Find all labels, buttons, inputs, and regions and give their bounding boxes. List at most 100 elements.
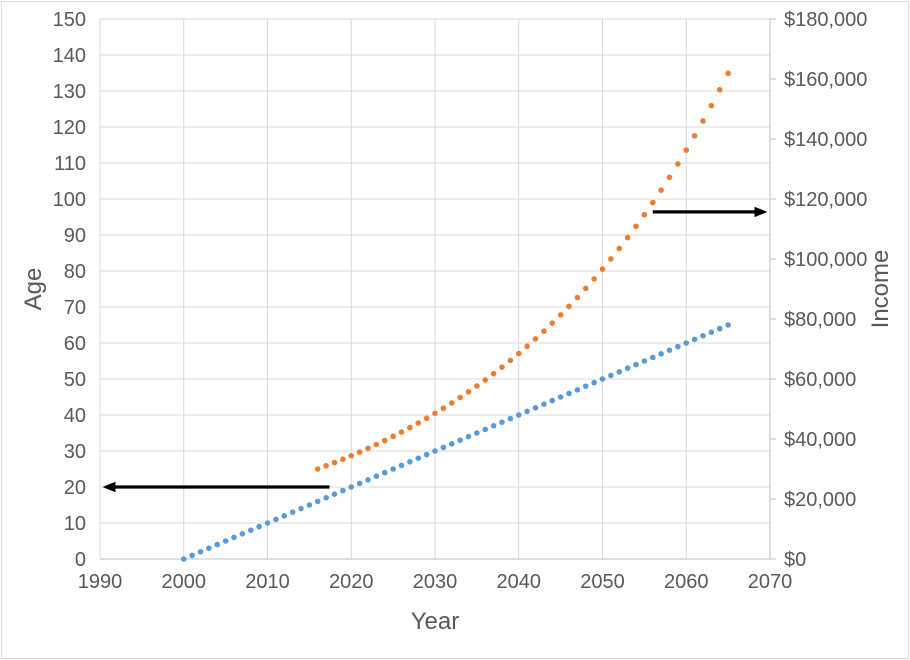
age-data-point bbox=[541, 401, 547, 408]
data-series bbox=[180, 70, 731, 562]
right-axis-tick-label: $40,000 bbox=[784, 429, 856, 451]
age-data-point bbox=[314, 498, 321, 505]
x-axis-tick-label: 2040 bbox=[497, 571, 542, 593]
age-data-point bbox=[641, 358, 648, 364]
age-data-point bbox=[499, 419, 505, 426]
x-axis-tick-label: 2060 bbox=[664, 571, 709, 593]
age-data-point bbox=[440, 444, 447, 451]
right-axis-tick-label: $80,000 bbox=[784, 309, 856, 331]
age-data-point bbox=[700, 333, 706, 339]
income-data-point bbox=[432, 410, 438, 417]
age-data-point bbox=[716, 325, 723, 332]
income-data-point bbox=[457, 394, 463, 401]
right-axis-tick-label: $0 bbox=[784, 549, 806, 571]
age-data-point bbox=[649, 354, 656, 361]
age-data-point bbox=[490, 423, 497, 429]
income-data-point bbox=[641, 211, 648, 218]
age-data-point bbox=[398, 462, 405, 469]
age-data-point bbox=[222, 538, 229, 544]
axis-lines bbox=[100, 18, 776, 560]
income-data-point bbox=[624, 234, 631, 241]
age-data-point bbox=[582, 383, 589, 390]
income-data-point bbox=[557, 312, 564, 318]
age-data-point bbox=[633, 361, 639, 368]
age-data-point bbox=[331, 491, 338, 498]
age-data-point bbox=[214, 541, 221, 548]
income-data-point bbox=[440, 405, 447, 412]
income-data-point bbox=[373, 441, 380, 448]
income-data-point bbox=[649, 199, 656, 206]
age-data-point bbox=[423, 451, 430, 458]
age-data-point bbox=[323, 495, 329, 501]
age-data-point bbox=[658, 351, 664, 357]
age-data-point bbox=[381, 469, 388, 476]
x-axis-tick-label: 2070 bbox=[748, 571, 793, 593]
age-data-point bbox=[407, 459, 413, 465]
annotation-arrows bbox=[102, 206, 768, 493]
income-data-point bbox=[482, 377, 489, 383]
arrowhead bbox=[102, 481, 116, 493]
series-age bbox=[180, 322, 731, 562]
left-axis-tick-label: 120 bbox=[53, 117, 86, 139]
age-data-point bbox=[206, 545, 212, 551]
left-axis-tick-label: 110 bbox=[54, 153, 86, 175]
income-data-point bbox=[541, 328, 547, 334]
income-data-point bbox=[340, 456, 346, 463]
income-data-point bbox=[356, 449, 363, 455]
age-data-point bbox=[256, 523, 262, 530]
left-axis-tick-label: 50 bbox=[64, 369, 86, 391]
age-data-point bbox=[666, 347, 673, 354]
left-axis-tick-label: 30 bbox=[64, 441, 86, 463]
income-data-point bbox=[633, 223, 639, 230]
income-data-point bbox=[348, 452, 355, 459]
income-data-point bbox=[490, 370, 497, 377]
right-axis-tick-label: $120,000 bbox=[784, 189, 867, 211]
income-data-point bbox=[532, 336, 539, 342]
income-data-point bbox=[323, 463, 329, 469]
age-data-point bbox=[457, 437, 463, 444]
left-axis-tick-label: 150 bbox=[53, 9, 86, 31]
income-data-point bbox=[331, 459, 338, 466]
age-data-point bbox=[264, 520, 271, 526]
income-data-point bbox=[398, 429, 405, 435]
age-data-point bbox=[616, 369, 623, 375]
series-income bbox=[314, 70, 731, 472]
age-data-point bbox=[373, 473, 380, 480]
left-axis-tick-label: 20 bbox=[64, 477, 86, 499]
left-axis-tick-label: 40 bbox=[64, 405, 86, 427]
x-axis-title: Year bbox=[410, 608, 460, 635]
right-axis-tick-label: $60,000 bbox=[784, 369, 856, 391]
left-axis-tick-label: 60 bbox=[64, 333, 86, 355]
left-axis-tick-label: 130 bbox=[53, 81, 86, 103]
age-data-point bbox=[691, 336, 698, 343]
income-data-point bbox=[616, 245, 623, 252]
age-data-point bbox=[281, 513, 288, 519]
income-data-point bbox=[549, 320, 556, 326]
age-data-point bbox=[348, 484, 355, 490]
arrowhead bbox=[754, 206, 768, 218]
left-axis-tick-label: 0 bbox=[75, 549, 86, 571]
income-data-point bbox=[599, 266, 606, 272]
income-data-point bbox=[365, 445, 371, 452]
age-data-point bbox=[708, 329, 715, 336]
x-axis-tick-label: 2000 bbox=[162, 571, 207, 593]
income-data-point bbox=[524, 343, 530, 350]
age-data-point bbox=[197, 549, 204, 555]
income-data-point bbox=[582, 285, 589, 292]
income-data-point bbox=[381, 437, 388, 444]
age-data-point bbox=[608, 372, 614, 379]
age-data-point bbox=[231, 534, 237, 541]
income-data-point bbox=[591, 276, 597, 282]
income-data-point bbox=[390, 433, 396, 440]
age-data-point bbox=[390, 466, 396, 472]
left-axis-tick-label: 70 bbox=[64, 297, 86, 319]
income-data-point bbox=[675, 161, 681, 167]
age-data-point bbox=[448, 441, 455, 447]
right-axis-title: Income bbox=[867, 249, 894, 329]
income-data-point bbox=[700, 118, 706, 124]
age-data-point bbox=[247, 527, 254, 533]
left-axis-tick-label: 140 bbox=[53, 45, 86, 67]
age-data-point bbox=[298, 505, 304, 512]
age-data-point bbox=[566, 390, 572, 397]
